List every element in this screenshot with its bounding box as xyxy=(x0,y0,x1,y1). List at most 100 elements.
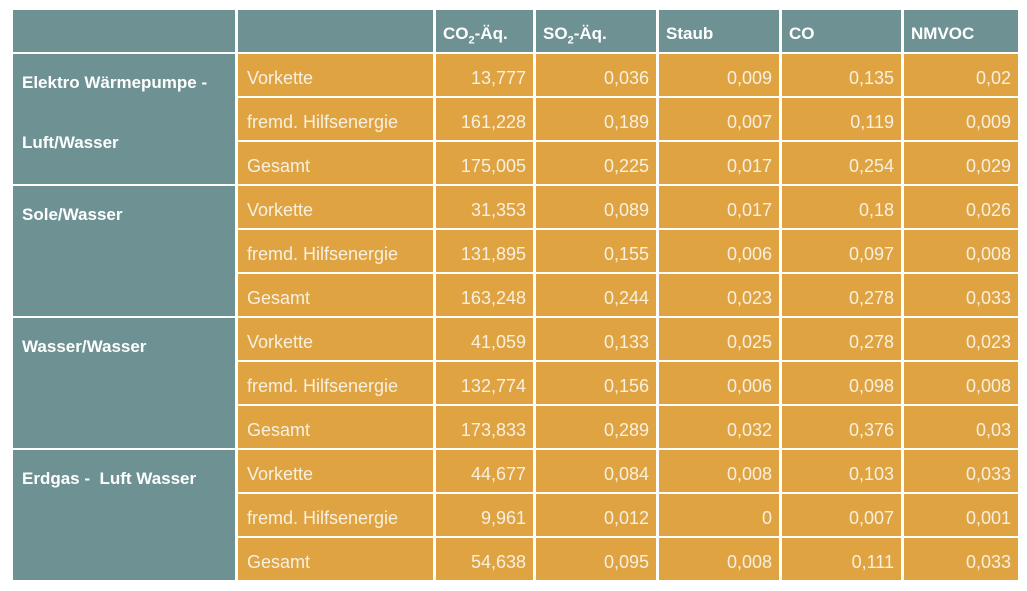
header-text: -Äq. xyxy=(573,24,607,43)
table-row: Gesamt 163,248 0,244 0,023 0,278 0,033 xyxy=(12,272,1021,318)
value-cell: 0,008 xyxy=(901,228,1021,274)
header-cell-nmvoc: NMVOC xyxy=(901,8,1021,54)
value-cell: 0,254 xyxy=(779,140,904,186)
value-cell: 0,289 xyxy=(533,404,659,450)
value-cell: 0,098 xyxy=(779,360,904,406)
value-cell: 0,008 xyxy=(656,536,782,582)
table-row: fremd. Hilfsenergie 9,961 0,012 0 0,007 0,001 xyxy=(12,492,1021,538)
value-cell: 0,18 xyxy=(779,184,904,230)
value-cell: 0,007 xyxy=(779,492,904,538)
value-cell: 0,156 xyxy=(533,360,659,406)
value-cell: 0,012 xyxy=(533,492,659,538)
row-label-cell: Gesamt xyxy=(235,404,436,450)
header-cell-so2_aeq: SO2-Äq. xyxy=(533,8,659,54)
value-cell: 0,089 xyxy=(533,184,659,230)
value-cell: 0,025 xyxy=(656,316,782,362)
header-text: SO xyxy=(543,24,568,43)
value-cell: 9,961 xyxy=(433,492,536,538)
row-label-cell: fremd. Hilfsenergie xyxy=(235,492,436,538)
value-cell: 0,278 xyxy=(779,272,904,318)
row-label-cell: Gesamt xyxy=(235,272,436,318)
value-cell: 0,119 xyxy=(779,96,904,142)
value-cell: 0,103 xyxy=(779,448,904,494)
value-cell: 0,007 xyxy=(656,96,782,142)
row-label-cell: fremd. Hilfsenergie xyxy=(235,96,436,142)
table-row: Gesamt 175,005 0,225 0,017 0,254 0,029 xyxy=(12,140,1021,186)
value-cell: 0,135 xyxy=(779,52,904,98)
value-cell: 0 xyxy=(656,492,782,538)
value-cell: 0,095 xyxy=(533,536,659,582)
value-cell: 0,023 xyxy=(901,316,1021,362)
value-cell: 0,084 xyxy=(533,448,659,494)
value-cell: 41,059 xyxy=(433,316,536,362)
header-text: CO xyxy=(443,24,469,43)
value-cell: 44,677 xyxy=(433,448,536,494)
category-cell: Elektro Wärmepumpe - Luft/Wasser xyxy=(10,52,238,186)
row-label-cell: Vorkette xyxy=(235,316,436,362)
header-text: Staub xyxy=(666,24,714,43)
header-text: NMVOC xyxy=(911,24,975,43)
table-row: fremd. Hilfsenergie 131,895 0,155 0,006 0,09… xyxy=(12,228,1021,274)
row-label-cell: Vorkette xyxy=(235,448,436,494)
emissions-table: CO2-Äq. SO2-Äq. Staub CO NMVOC Elektro Wärme… xyxy=(10,8,1021,582)
value-cell: 0,376 xyxy=(779,404,904,450)
value-cell: 0,009 xyxy=(656,52,782,98)
table-row: Elektro Wärmepumpe - Luft/Wasser Vorkette… xyxy=(10,52,1021,186)
table-header: CO2-Äq. SO2-Äq. Staub CO NMVOC xyxy=(10,8,1021,54)
row-label-cell: Vorkette xyxy=(235,184,436,230)
value-cell: 0,001 xyxy=(901,492,1021,538)
value-cell: 175,005 xyxy=(433,140,536,186)
value-cell: 13,777 xyxy=(433,52,536,98)
header-cell-co: CO xyxy=(779,8,904,54)
category-cell: Sole/Wasser xyxy=(10,184,238,318)
table-row: Gesamt 173,833 0,289 0,032 0,376 0,03 xyxy=(12,404,1021,450)
value-cell: 0,017 xyxy=(656,184,782,230)
value-cell: 0,036 xyxy=(533,52,659,98)
value-cell: 0,017 xyxy=(656,140,782,186)
value-cell: 173,833 xyxy=(433,404,536,450)
value-cell: 0,225 xyxy=(533,140,659,186)
value-cell: 161,228 xyxy=(433,96,536,142)
value-cell: 31,353 xyxy=(433,184,536,230)
value-cell: 0,155 xyxy=(533,228,659,274)
category-cell: Erdgas - Luft Wasser xyxy=(10,448,238,582)
category-cell: Wasser/Wasser xyxy=(10,316,238,450)
value-cell: 0,006 xyxy=(656,228,782,274)
table-row: Sole/Wasser Vorkette 31,353 0,089 0,017 0,18 0… xyxy=(10,184,1021,318)
table-row: fremd. Hilfsenergie 161,228 0,189 0,007 0,11… xyxy=(12,96,1021,142)
header-text: -Äq. xyxy=(474,24,508,43)
value-cell: 163,248 xyxy=(433,272,536,318)
value-cell: 0,097 xyxy=(779,228,904,274)
value-cell: 0,008 xyxy=(656,448,782,494)
value-cell: 132,774 xyxy=(433,360,536,406)
value-cell: 0,029 xyxy=(901,140,1021,186)
header-subscript: 2 xyxy=(468,34,475,47)
header-cell-category xyxy=(10,8,238,54)
value-cell: 131,895 xyxy=(433,228,536,274)
value-cell: 0,111 xyxy=(779,536,904,582)
table-row: Erdgas - Luft Wasser Vorkette 44,677 0,084 0… xyxy=(10,448,1021,582)
header-cell-staub: Staub xyxy=(656,8,782,54)
table-row: fremd. Hilfsenergie 132,774 0,156 0,006 0,09… xyxy=(12,360,1021,406)
value-cell: 0,033 xyxy=(901,536,1021,582)
value-cell: 0,033 xyxy=(901,272,1021,318)
table-row: Gesamt 54,638 0,095 0,008 0,111 0,033 xyxy=(12,536,1021,582)
header-text: CO xyxy=(789,24,815,43)
row-label-cell: Gesamt xyxy=(235,536,436,582)
value-cell: 0,02 xyxy=(901,52,1021,98)
value-cell: 0,008 xyxy=(901,360,1021,406)
value-cell: 0,244 xyxy=(533,272,659,318)
value-cell: 0,03 xyxy=(901,404,1021,450)
value-cell: 0,006 xyxy=(656,360,782,406)
value-cell: 0,133 xyxy=(533,316,659,362)
value-cell: 0,189 xyxy=(533,96,659,142)
value-cell: 0,033 xyxy=(901,448,1021,494)
header-cell-co2_aeq: CO2-Äq. xyxy=(433,8,536,54)
row-label-cell: Vorkette xyxy=(235,52,436,98)
emissions-table-container: CO2-Äq. SO2-Äq. Staub CO NMVOC Elektro Wärme… xyxy=(10,8,1021,582)
table-body: Elektro Wärmepumpe - Luft/Wasser Vorkette… xyxy=(10,52,1021,582)
row-label-cell: fremd. Hilfsenergie xyxy=(235,228,436,274)
row-label-cell: fremd. Hilfsenergie xyxy=(235,360,436,406)
row-label-cell: Gesamt xyxy=(235,140,436,186)
value-cell: 0,032 xyxy=(656,404,782,450)
